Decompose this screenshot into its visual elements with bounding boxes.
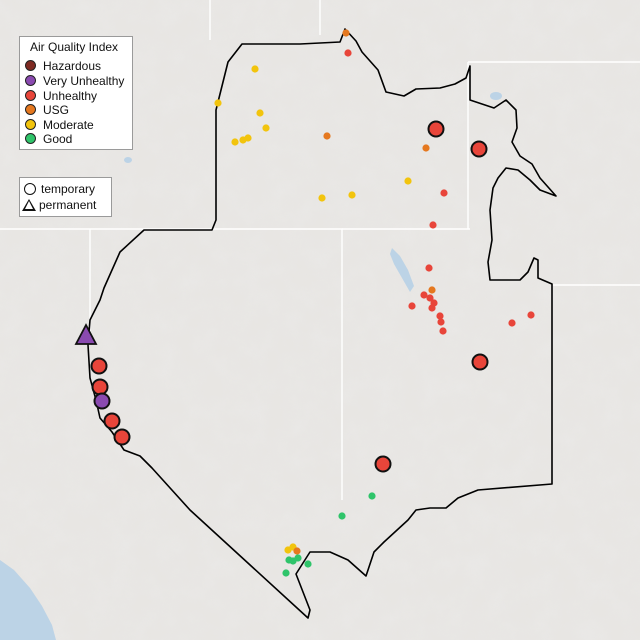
legend-title: Air Quality Index [30, 40, 119, 54]
monitor-dot[interactable] [436, 312, 444, 320]
legend-label: Very Unhealthy [43, 73, 125, 88]
station-markers [74, 29, 535, 577]
monitor-dot[interactable] [408, 302, 416, 310]
legend-label: USG [43, 102, 70, 117]
monitor-dot[interactable] [439, 327, 447, 335]
lake-small-2 [124, 157, 132, 163]
monitor-dot[interactable] [282, 569, 290, 577]
great-salt-lake [390, 248, 414, 292]
usg-swatch [25, 104, 36, 115]
lake-small-1 [490, 92, 502, 100]
monitor-dot[interactable] [420, 291, 428, 299]
temporary-site-marker[interactable] [470, 140, 488, 158]
temporary-site-marker[interactable] [90, 357, 108, 375]
monitor-dot[interactable] [527, 311, 535, 319]
monitor-dot[interactable] [251, 65, 259, 73]
monitor-dot[interactable] [404, 177, 412, 185]
temporary-site-marker[interactable] [91, 378, 109, 396]
monitor-dot[interactable] [342, 29, 350, 37]
permanent-site-marker[interactable] [74, 323, 98, 345]
legend-item-hazardous: Hazardous [25, 58, 101, 73]
legend-label: Moderate [43, 117, 94, 132]
monitor-dot[interactable] [338, 512, 346, 520]
monitor-dot[interactable] [231, 138, 239, 146]
monitor-dot[interactable] [368, 492, 376, 500]
monitor-dot[interactable] [304, 560, 312, 568]
monitor-dot[interactable] [428, 286, 436, 294]
legend-label: permanent [39, 197, 97, 212]
monitor-dot[interactable] [244, 134, 252, 142]
legend-item-very-unhealthy: Very Unhealthy [25, 73, 124, 88]
legend-item-unhealthy: Unhealthy [25, 88, 97, 103]
monitor-dot[interactable] [429, 221, 437, 229]
legend-item-usg: USG [25, 102, 69, 117]
monitor-dot[interactable] [256, 109, 264, 117]
monitor-dot[interactable] [437, 318, 445, 326]
hazardous-swatch [25, 60, 36, 71]
temporary-site-marker[interactable] [471, 353, 489, 371]
pacific-ocean [0, 560, 56, 640]
monitor-dot[interactable] [262, 124, 270, 132]
legend-label: Good [43, 131, 73, 146]
temporary-site-marker[interactable] [113, 428, 131, 446]
aqi-legend: Air Quality Index Hazardous Very Unhealt… [19, 36, 133, 150]
monitor-dot[interactable] [293, 547, 301, 555]
site-type-legend: temporary permanent [19, 177, 112, 217]
unhealthy-swatch [25, 90, 36, 101]
monitor-dot[interactable] [348, 191, 356, 199]
monitor-dot[interactable] [323, 132, 331, 140]
monitor-dot[interactable] [440, 189, 448, 197]
temporary-site-marker[interactable] [103, 412, 121, 430]
good-swatch [25, 133, 36, 144]
monitor-dot[interactable] [422, 144, 430, 152]
legend-item-temporary: temporary [24, 181, 95, 196]
monitor-dot[interactable] [428, 304, 436, 312]
monitor-dot[interactable] [344, 49, 352, 57]
monitor-dot[interactable] [318, 194, 326, 202]
temporary-site-marker[interactable] [93, 392, 111, 410]
legend-item-good: Good [25, 131, 72, 146]
temporary-site-marker[interactable] [374, 455, 392, 473]
temporary-site-marker[interactable] [427, 120, 445, 138]
legend-label: Hazardous [43, 58, 102, 73]
monitor-dot[interactable] [214, 99, 222, 107]
triangle-icon [22, 198, 36, 211]
region-boundary [87, 28, 557, 619]
monitor-dot[interactable] [294, 554, 302, 562]
circle-icon [24, 182, 36, 195]
monitor-dot[interactable] [425, 264, 433, 272]
very-unhealthy-swatch [25, 75, 36, 86]
monitor-dot[interactable] [508, 319, 516, 327]
moderate-swatch [25, 119, 36, 130]
legend-item-permanent: permanent [22, 197, 96, 212]
monitor-dot[interactable] [426, 294, 434, 302]
legend-item-moderate: Moderate [25, 117, 94, 132]
legend-label: Unhealthy [43, 88, 98, 103]
legend-label: temporary [41, 181, 96, 196]
